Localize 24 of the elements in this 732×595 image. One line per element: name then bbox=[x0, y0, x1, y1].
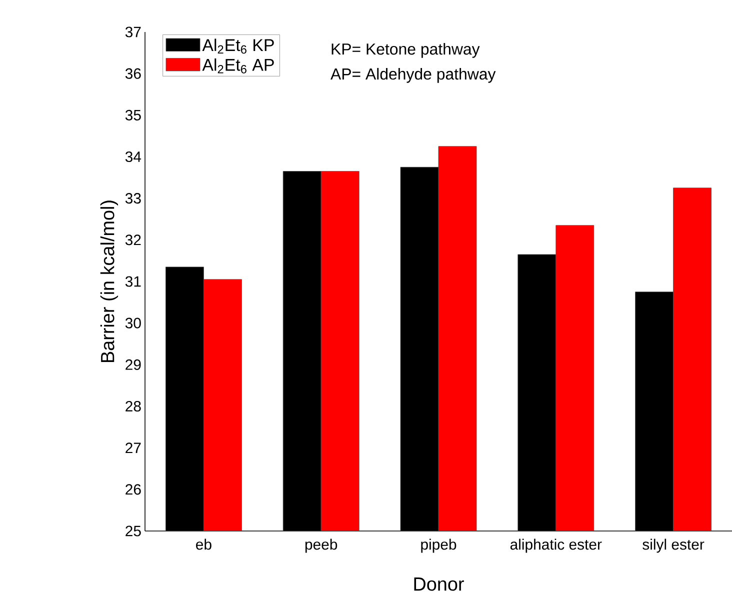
x-tick-label: silyl ester bbox=[642, 538, 704, 553]
y-tick-label: 25 bbox=[126, 526, 141, 536]
legend-label: Al$_{2}$Et$_{6}$ AP bbox=[202, 58, 274, 74]
annotation: AP= Aldehyde pathway bbox=[330, 68, 496, 83]
y-tick-label: 34 bbox=[125, 151, 142, 162]
y-tick-label: 30 bbox=[125, 318, 141, 328]
x-tick-label: peeb bbox=[305, 538, 338, 553]
x-tick-label: eb bbox=[196, 538, 212, 550]
y-tick-label: 31 bbox=[125, 276, 141, 287]
y-tick-label: 29 bbox=[126, 359, 141, 370]
y-tick-label: 35 bbox=[125, 110, 141, 120]
y-tick-label: 32 bbox=[125, 234, 141, 246]
annotation: KP= Ketone pathway bbox=[332, 43, 480, 58]
y-tick-label: 36 bbox=[125, 68, 141, 79]
y-tick-label: 27 bbox=[126, 442, 141, 454]
y-tick-label: 37 bbox=[125, 26, 141, 38]
y-tick-label: 28 bbox=[126, 400, 141, 412]
x-tick-label: aliphatic ester bbox=[510, 538, 602, 553]
y-axis-title: Barrier (in kcal/mol) bbox=[100, 200, 118, 362]
x-tick-label: pipeb bbox=[421, 538, 456, 553]
x-axis-title: Donor bbox=[414, 578, 464, 591]
y-tick-label: 26 bbox=[126, 484, 141, 495]
y-tick-label: 33 bbox=[125, 193, 141, 204]
legend-label: Al$_{2}$Et$_{6}$ KP bbox=[202, 38, 274, 54]
